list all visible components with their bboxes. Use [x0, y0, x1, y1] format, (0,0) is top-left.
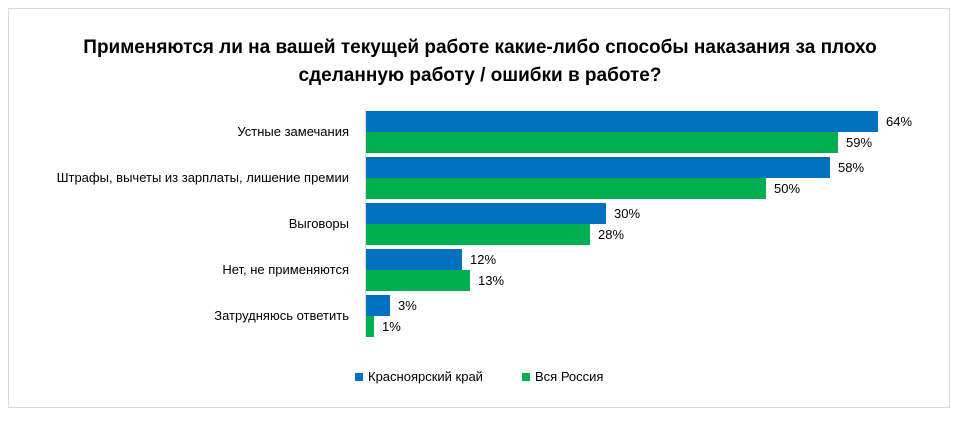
legend-item-0: Красноярский край — [355, 369, 483, 384]
category-label: Устные замечания — [237, 124, 349, 139]
category-label: Нет, не применяются — [222, 262, 349, 277]
bar — [366, 178, 766, 199]
data-label: 59% — [846, 135, 872, 150]
legend-label: Вся Россия — [535, 369, 604, 384]
bar — [366, 157, 830, 178]
bar — [366, 316, 374, 337]
bar — [366, 249, 462, 270]
data-label: 1% — [382, 319, 401, 334]
bar — [366, 132, 838, 153]
data-label: 50% — [774, 181, 800, 196]
data-label: 12% — [470, 252, 496, 267]
category-label: Штрафы, вычеты из зарплаты, лишение прем… — [57, 170, 349, 185]
legend-swatch — [355, 372, 363, 381]
bar — [366, 295, 390, 316]
chart-frame — [8, 8, 950, 408]
data-label: 58% — [838, 160, 864, 175]
category-label: Выговоры — [289, 216, 349, 231]
data-label: 28% — [598, 227, 624, 242]
legend-label: Красноярский край — [368, 369, 483, 384]
category-label: Затрудняюсь ответить — [214, 308, 349, 323]
bar — [366, 111, 878, 132]
data-label: 64% — [886, 114, 912, 129]
bar — [366, 224, 590, 245]
data-label: 30% — [614, 206, 640, 221]
data-label: 3% — [398, 298, 417, 313]
legend-swatch — [522, 372, 530, 381]
data-label: 13% — [478, 273, 504, 288]
bar — [366, 203, 606, 224]
bar — [366, 270, 470, 291]
chart-title: Применяются ли на вашей текущей работе к… — [83, 37, 877, 86]
legend-item-1: Вся Россия — [522, 369, 603, 384]
